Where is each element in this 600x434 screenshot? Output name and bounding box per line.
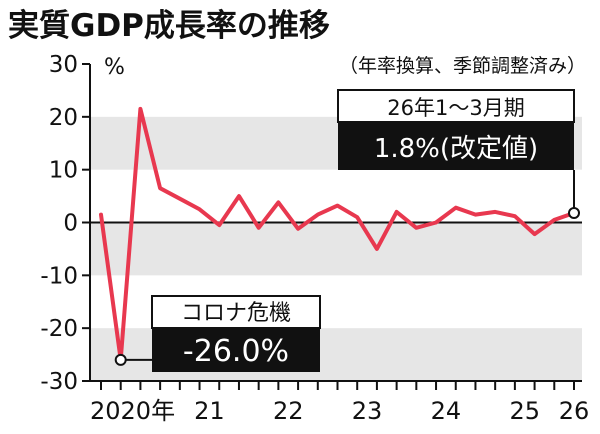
y-tick-label: 30 — [49, 52, 78, 78]
x-tick-label: 21 — [194, 397, 225, 425]
x-tick-label: 22 — [273, 397, 304, 425]
x-tick-label: 24 — [431, 397, 462, 425]
y-ticks: 30 20 10 0 -10 -20 -30 — [40, 52, 90, 395]
annotation-value-box — [338, 122, 574, 170]
annotation-label: コロナ危機 — [181, 301, 291, 326]
y-tick-label: 0 — [63, 211, 78, 237]
chart-title: 実質GDP成長率の推移 — [8, 8, 330, 44]
grid-band — [90, 222, 582, 276]
annotation-label: 26年1～3月期 — [387, 96, 524, 120]
y-tick-label: -30 — [40, 369, 78, 395]
x-ticks: 2020年 21 22 23 24 25 26 — [90, 381, 589, 425]
annotation-marker — [568, 206, 580, 219]
annotation-value-box — [152, 328, 320, 372]
x-tick-label: 25 — [509, 397, 540, 425]
chart-subtitle: （年率換算、季節調整済み） — [339, 55, 586, 77]
annotation-label-box — [151, 295, 321, 329]
y-axis-unit: % — [104, 55, 125, 80]
annotation-covid: コロナ危機 -26.0% — [114, 295, 321, 372]
annotation-value: 1.8%(改定値) — [374, 134, 538, 164]
x-tick-label: 26 — [559, 397, 590, 425]
annotation-latest: 26年1～3月期 1.8%(改定値) — [337, 89, 580, 219]
y-tick-label: -10 — [40, 263, 78, 289]
y-tick-label: 10 — [49, 158, 78, 184]
x-tick-label: 2020年 — [90, 397, 175, 425]
series — [99, 106, 576, 362]
y-tick-label: -20 — [40, 316, 78, 342]
series-line — [99, 106, 576, 362]
annotation-value: -26.0% — [183, 334, 289, 369]
y-tick-label: 20 — [49, 105, 78, 131]
x-tick-label: 23 — [352, 397, 383, 425]
annotation-label-box — [337, 89, 575, 123]
annotations: コロナ危機 -26.0% 26年1～3月期 1.8%(改定値) — [114, 89, 580, 372]
annotation-marker — [114, 353, 127, 366]
